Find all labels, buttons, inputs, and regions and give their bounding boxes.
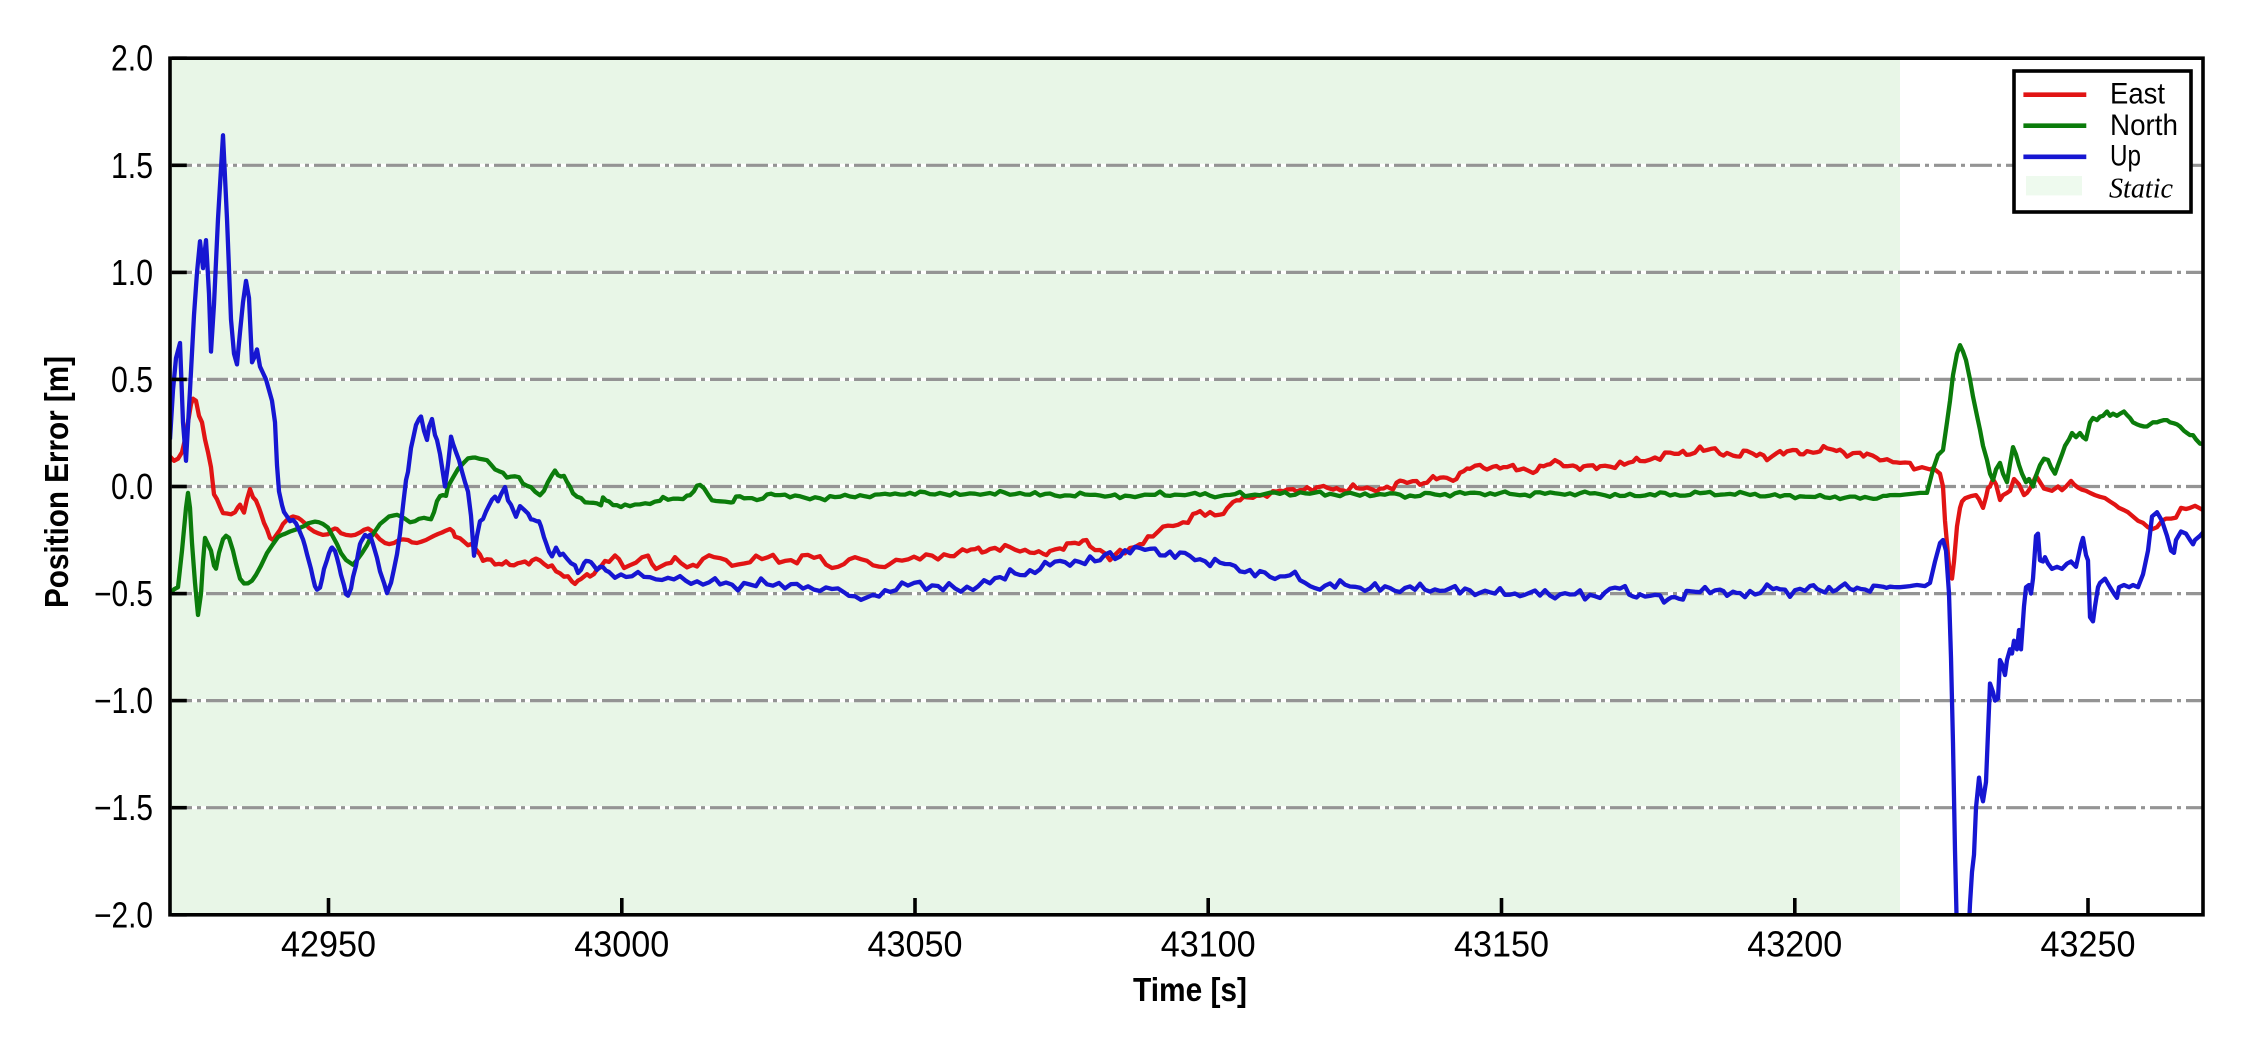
svg-text:1.5: 1.5	[111, 145, 153, 186]
svg-text:Position Error [m]: Position Error [m]	[38, 356, 75, 608]
svg-text:43200: 43200	[1747, 924, 1842, 965]
svg-text:North: North	[2110, 109, 2178, 142]
svg-text:42950: 42950	[281, 924, 376, 965]
svg-text:43100: 43100	[1161, 924, 1256, 965]
svg-text:0.5: 0.5	[111, 359, 153, 400]
svg-text:−1.0: −1.0	[94, 680, 153, 721]
svg-text:43250: 43250	[2041, 924, 2136, 965]
svg-text:43050: 43050	[868, 924, 963, 965]
svg-text:Static: Static	[2109, 174, 2174, 205]
svg-text:1.0: 1.0	[111, 252, 153, 293]
svg-text:−2.0: −2.0	[94, 894, 153, 935]
svg-text:0.0: 0.0	[111, 466, 153, 507]
svg-text:43000: 43000	[574, 924, 669, 965]
svg-text:43150: 43150	[1454, 924, 1549, 965]
svg-text:Time [s]: Time [s]	[1133, 971, 1247, 1008]
svg-text:Up: Up	[2110, 140, 2141, 173]
svg-text:−0.5: −0.5	[94, 573, 153, 614]
svg-text:2.0: 2.0	[111, 38, 153, 79]
svg-text:East: East	[2110, 78, 2166, 111]
svg-text:−1.5: −1.5	[94, 787, 153, 828]
